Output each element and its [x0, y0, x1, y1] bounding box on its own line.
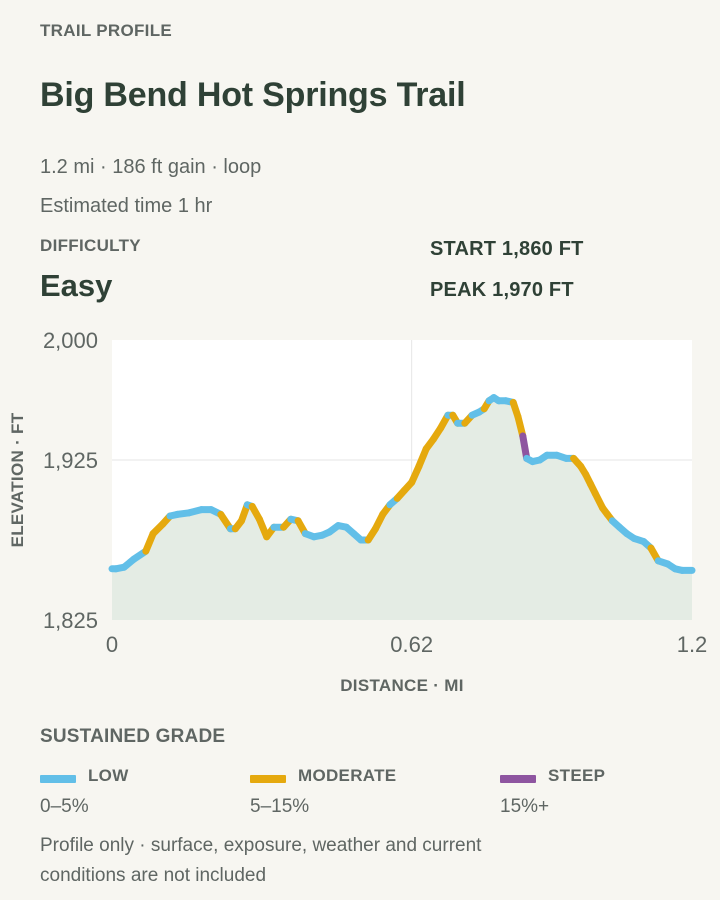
eyebrow-label: TRAIL PROFILE	[40, 21, 173, 40]
difficulty-label: DIFFICULTY	[40, 236, 141, 255]
legend-range-moderate: 5–15%	[250, 796, 310, 817]
peak-elevation: PEAK 1,970 FT	[430, 279, 574, 301]
x-tick-label: 1.2	[677, 632, 708, 657]
steep-grade-swatch	[500, 775, 536, 783]
trail-title: Big Bend Hot Springs Trail	[40, 76, 466, 114]
trail-stats-summary: 1.2 mi · 186 ft gain · loop	[40, 156, 262, 178]
elevation-area	[112, 397, 692, 620]
legend-range-steep: 15%+	[500, 796, 550, 817]
legend-name-moderate: MODERATE	[298, 766, 397, 785]
footnote: Profile only · surface, exposure, weathe…	[40, 835, 482, 886]
start-elevation: START 1,860 FT	[430, 238, 584, 260]
legend-range-low: 0–5%	[40, 796, 89, 817]
legend-name-low: LOW	[88, 766, 129, 785]
y-tick-label: 1,825	[43, 608, 98, 633]
elevation-line	[108, 394, 696, 574]
legend-name-steep: STEEP	[548, 766, 606, 785]
y-tick-label: 1,925	[43, 448, 98, 473]
legend-title: SUSTAINED GRADE	[40, 726, 226, 747]
elevation-chart: 2,000 1,925 1,825 0 0.62 1.2 DISTANCE · MI E…	[8, 328, 707, 695]
y-tick-labels: 2,000 1,925 1,825	[43, 328, 98, 633]
low-grade-swatch	[40, 775, 76, 783]
x-tick-label: 0.62	[390, 632, 433, 657]
x-tick-labels: 0 0.62 1.2	[106, 632, 707, 657]
y-axis-label: ELEVATION · FT	[8, 412, 27, 547]
moderate-grade-swatch	[250, 775, 286, 783]
estimated-time: Estimated time 1 hr	[40, 195, 213, 217]
profile-segment	[519, 432, 531, 462]
difficulty-value: Easy	[40, 268, 113, 303]
y-tick-label: 2,000	[43, 328, 98, 353]
x-axis-label: DISTANCE · MI	[340, 676, 464, 695]
x-tick-label: 0	[106, 632, 118, 657]
